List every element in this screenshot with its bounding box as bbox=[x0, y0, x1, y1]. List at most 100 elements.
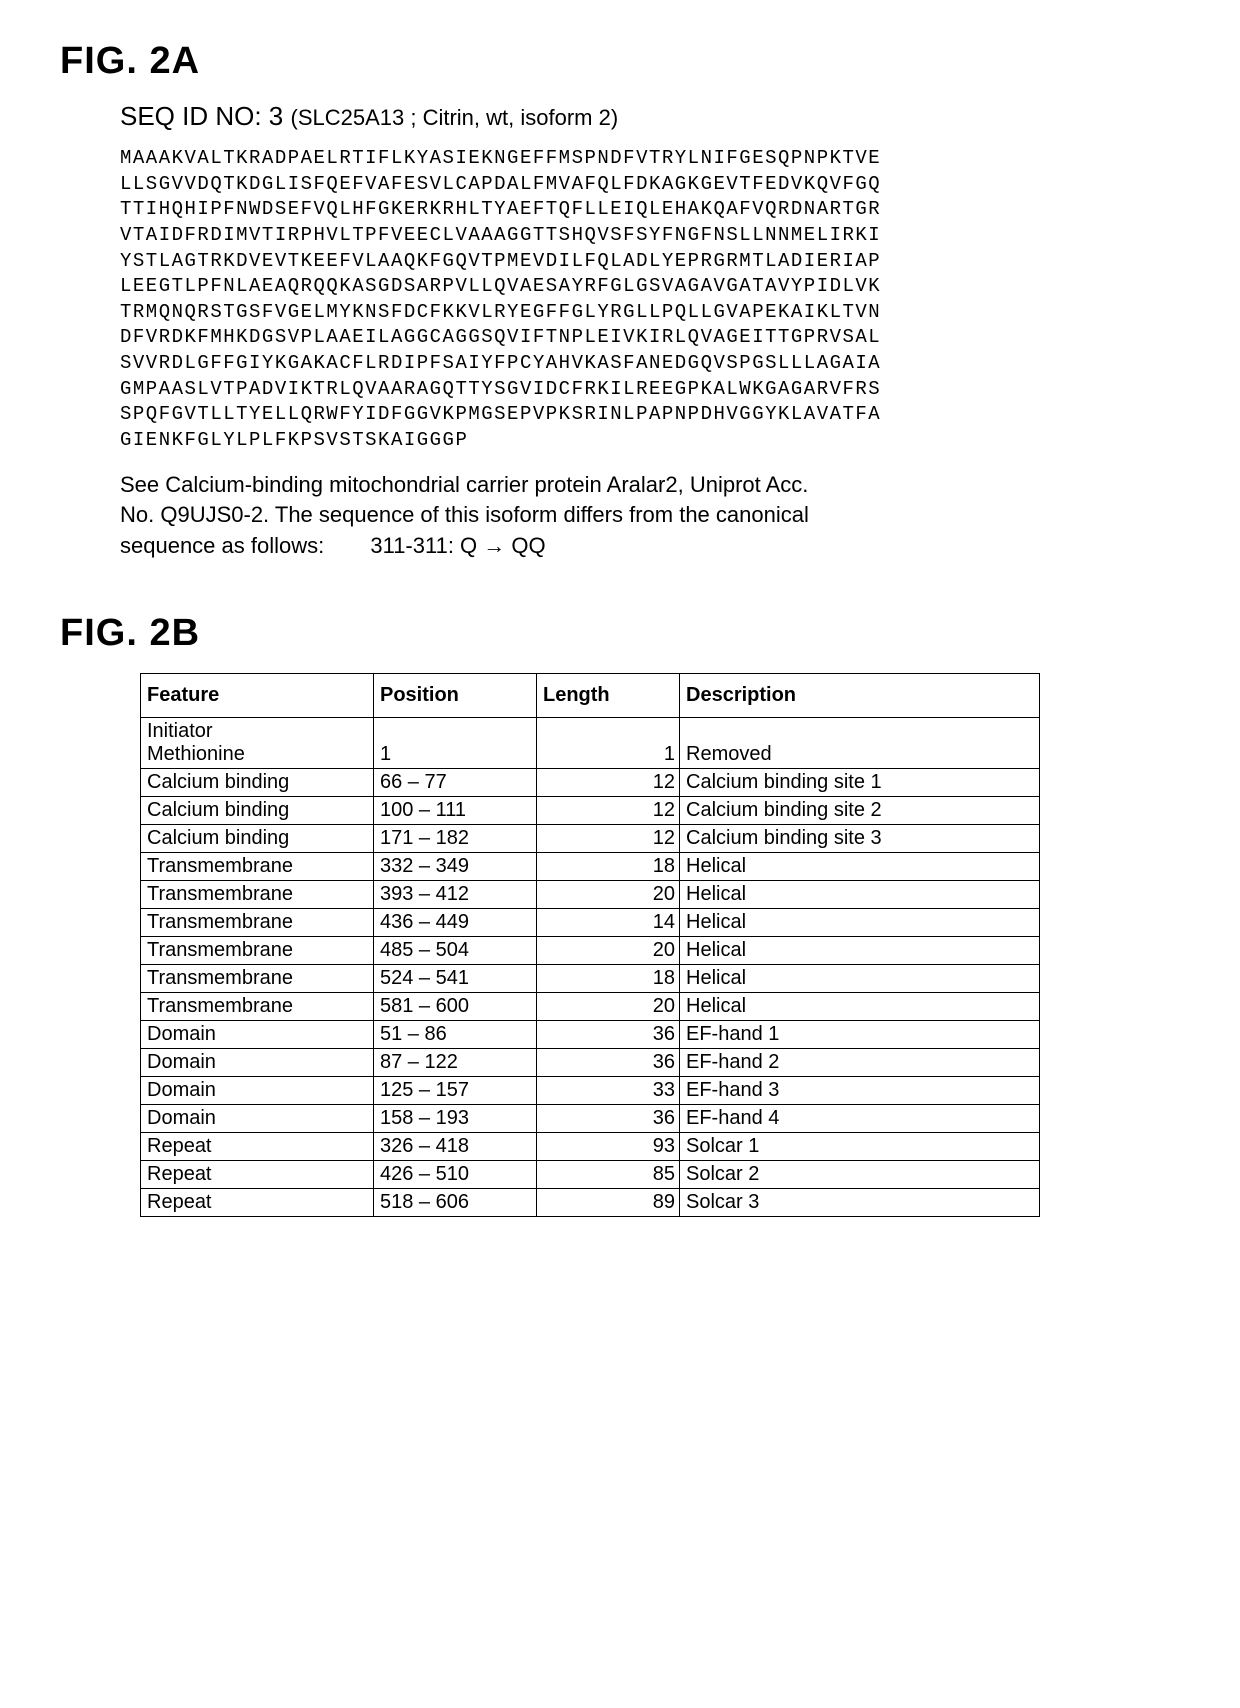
cell-length: 12 bbox=[537, 825, 680, 853]
cell-description: Calcium binding site 3 bbox=[680, 825, 1040, 853]
cell-description: Calcium binding site 1 bbox=[680, 769, 1040, 797]
cell-description: Helical bbox=[680, 993, 1040, 1021]
cell-description: Solcar 3 bbox=[680, 1189, 1040, 1217]
figure-2a-label: FIG. 2A bbox=[60, 40, 1180, 83]
fig2b-content: Feature Position Length Description Init… bbox=[60, 673, 1180, 1217]
table-row: InitiatorMethionine11Removed bbox=[141, 718, 1040, 769]
cell-feature: Transmembrane bbox=[141, 853, 374, 881]
cell-length: 36 bbox=[537, 1049, 680, 1077]
cell-length: 93 bbox=[537, 1133, 680, 1161]
table-row: Repeat518 – 60689Solcar 3 bbox=[141, 1189, 1040, 1217]
cell-feature: Transmembrane bbox=[141, 909, 374, 937]
table-row: Calcium binding171 – 18212Calcium bindin… bbox=[141, 825, 1040, 853]
cell-length: 20 bbox=[537, 993, 680, 1021]
cell-description: Helical bbox=[680, 881, 1040, 909]
seq-id-sub: (SLC25A13 ; Citrin, wt, isoform 2) bbox=[291, 105, 619, 130]
table-row: Transmembrane485 – 50420Helical bbox=[141, 937, 1040, 965]
cell-position: 1 bbox=[374, 718, 537, 769]
table-row: Domain51 – 8636EF-hand 1 bbox=[141, 1021, 1040, 1049]
cell-position: 436 – 449 bbox=[374, 909, 537, 937]
cell-description: Helical bbox=[680, 937, 1040, 965]
col-feature: Feature bbox=[141, 674, 374, 718]
cell-feature: Calcium binding bbox=[141, 769, 374, 797]
cell-length: 85 bbox=[537, 1161, 680, 1189]
fig2a-content: SEQ ID NO: 3 (SLC25A13 ; Citrin, wt, iso… bbox=[60, 101, 1180, 562]
seq-id-line: SEQ ID NO: 3 (SLC25A13 ; Citrin, wt, iso… bbox=[120, 101, 1140, 132]
cell-position: 518 – 606 bbox=[374, 1189, 537, 1217]
cell-position: 581 – 600 bbox=[374, 993, 537, 1021]
note-line-3a: sequence as follows: bbox=[120, 533, 324, 558]
protein-sequence: MAAAKVALTKRADPAELRTIFLKYASIEKNGEFFMSPNDF… bbox=[120, 146, 1140, 454]
cell-position: 87 – 122 bbox=[374, 1049, 537, 1077]
cell-description: Helical bbox=[680, 853, 1040, 881]
figure-2b-label: FIG. 2B bbox=[60, 612, 1180, 655]
seq-id-number: SEQ ID NO: 3 bbox=[120, 101, 283, 131]
table-row: Calcium binding100 – 11112Calcium bindin… bbox=[141, 797, 1040, 825]
table-row: Transmembrane332 – 34918Helical bbox=[141, 853, 1040, 881]
sequence-note: See Calcium-binding mitochondrial carrie… bbox=[120, 470, 1140, 562]
cell-feature: Repeat bbox=[141, 1189, 374, 1217]
col-description: Description bbox=[680, 674, 1040, 718]
cell-feature: Calcium binding bbox=[141, 797, 374, 825]
table-row: Domain158 – 19336EF-hand 4 bbox=[141, 1105, 1040, 1133]
cell-length: 12 bbox=[537, 797, 680, 825]
col-length: Length bbox=[537, 674, 680, 718]
note-line-1: See Calcium-binding mitochondrial carrie… bbox=[120, 472, 808, 497]
cell-position: 326 – 418 bbox=[374, 1133, 537, 1161]
table-header-row: Feature Position Length Description bbox=[141, 674, 1040, 718]
note-line-3b: 311-311: Q → QQ bbox=[370, 533, 545, 558]
cell-position: 332 – 349 bbox=[374, 853, 537, 881]
cell-position: 485 – 504 bbox=[374, 937, 537, 965]
cell-description: Solcar 1 bbox=[680, 1133, 1040, 1161]
cell-position: 524 – 541 bbox=[374, 965, 537, 993]
cell-feature: Repeat bbox=[141, 1133, 374, 1161]
cell-description: EF-hand 1 bbox=[680, 1021, 1040, 1049]
cell-length: 33 bbox=[537, 1077, 680, 1105]
cell-description: Calcium binding site 2 bbox=[680, 797, 1040, 825]
cell-description: Helical bbox=[680, 965, 1040, 993]
cell-feature: Repeat bbox=[141, 1161, 374, 1189]
cell-position: 158 – 193 bbox=[374, 1105, 537, 1133]
cell-length: 36 bbox=[537, 1105, 680, 1133]
cell-description: Removed bbox=[680, 718, 1040, 769]
cell-position: 51 – 86 bbox=[374, 1021, 537, 1049]
cell-feature: Domain bbox=[141, 1021, 374, 1049]
cell-length: 1 bbox=[537, 718, 680, 769]
cell-length: 14 bbox=[537, 909, 680, 937]
cell-length: 20 bbox=[537, 881, 680, 909]
cell-position: 125 – 157 bbox=[374, 1077, 537, 1105]
cell-position: 393 – 412 bbox=[374, 881, 537, 909]
note-line-2: No. Q9UJS0-2. The sequence of this isofo… bbox=[120, 502, 809, 527]
table-row: Transmembrane524 – 54118Helical bbox=[141, 965, 1040, 993]
cell-description: Helical bbox=[680, 909, 1040, 937]
cell-feature: Calcium binding bbox=[141, 825, 374, 853]
cell-feature: Domain bbox=[141, 1077, 374, 1105]
cell-feature: InitiatorMethionine bbox=[141, 718, 374, 769]
table-row: Domain125 – 15733EF-hand 3 bbox=[141, 1077, 1040, 1105]
cell-feature: Domain bbox=[141, 1049, 374, 1077]
cell-length: 20 bbox=[537, 937, 680, 965]
col-position: Position bbox=[374, 674, 537, 718]
table-row: Domain87 – 12236EF-hand 2 bbox=[141, 1049, 1040, 1077]
cell-feature: Transmembrane bbox=[141, 965, 374, 993]
cell-length: 36 bbox=[537, 1021, 680, 1049]
cell-description: EF-hand 2 bbox=[680, 1049, 1040, 1077]
cell-length: 12 bbox=[537, 769, 680, 797]
cell-position: 66 – 77 bbox=[374, 769, 537, 797]
cell-position: 426 – 510 bbox=[374, 1161, 537, 1189]
cell-feature: Transmembrane bbox=[141, 993, 374, 1021]
cell-description: Solcar 2 bbox=[680, 1161, 1040, 1189]
cell-description: EF-hand 3 bbox=[680, 1077, 1040, 1105]
cell-position: 100 – 111 bbox=[374, 797, 537, 825]
table-row: Repeat426 – 51085Solcar 2 bbox=[141, 1161, 1040, 1189]
cell-feature: Transmembrane bbox=[141, 881, 374, 909]
cell-feature: Domain bbox=[141, 1105, 374, 1133]
cell-feature: Transmembrane bbox=[141, 937, 374, 965]
cell-length: 18 bbox=[537, 965, 680, 993]
table-row: Calcium binding66 – 7712Calcium binding … bbox=[141, 769, 1040, 797]
table-row: Transmembrane436 – 44914Helical bbox=[141, 909, 1040, 937]
table-row: Transmembrane581 – 60020Helical bbox=[141, 993, 1040, 1021]
cell-description: EF-hand 4 bbox=[680, 1105, 1040, 1133]
table-row: Repeat326 – 41893Solcar 1 bbox=[141, 1133, 1040, 1161]
features-table: Feature Position Length Description Init… bbox=[140, 673, 1040, 1217]
